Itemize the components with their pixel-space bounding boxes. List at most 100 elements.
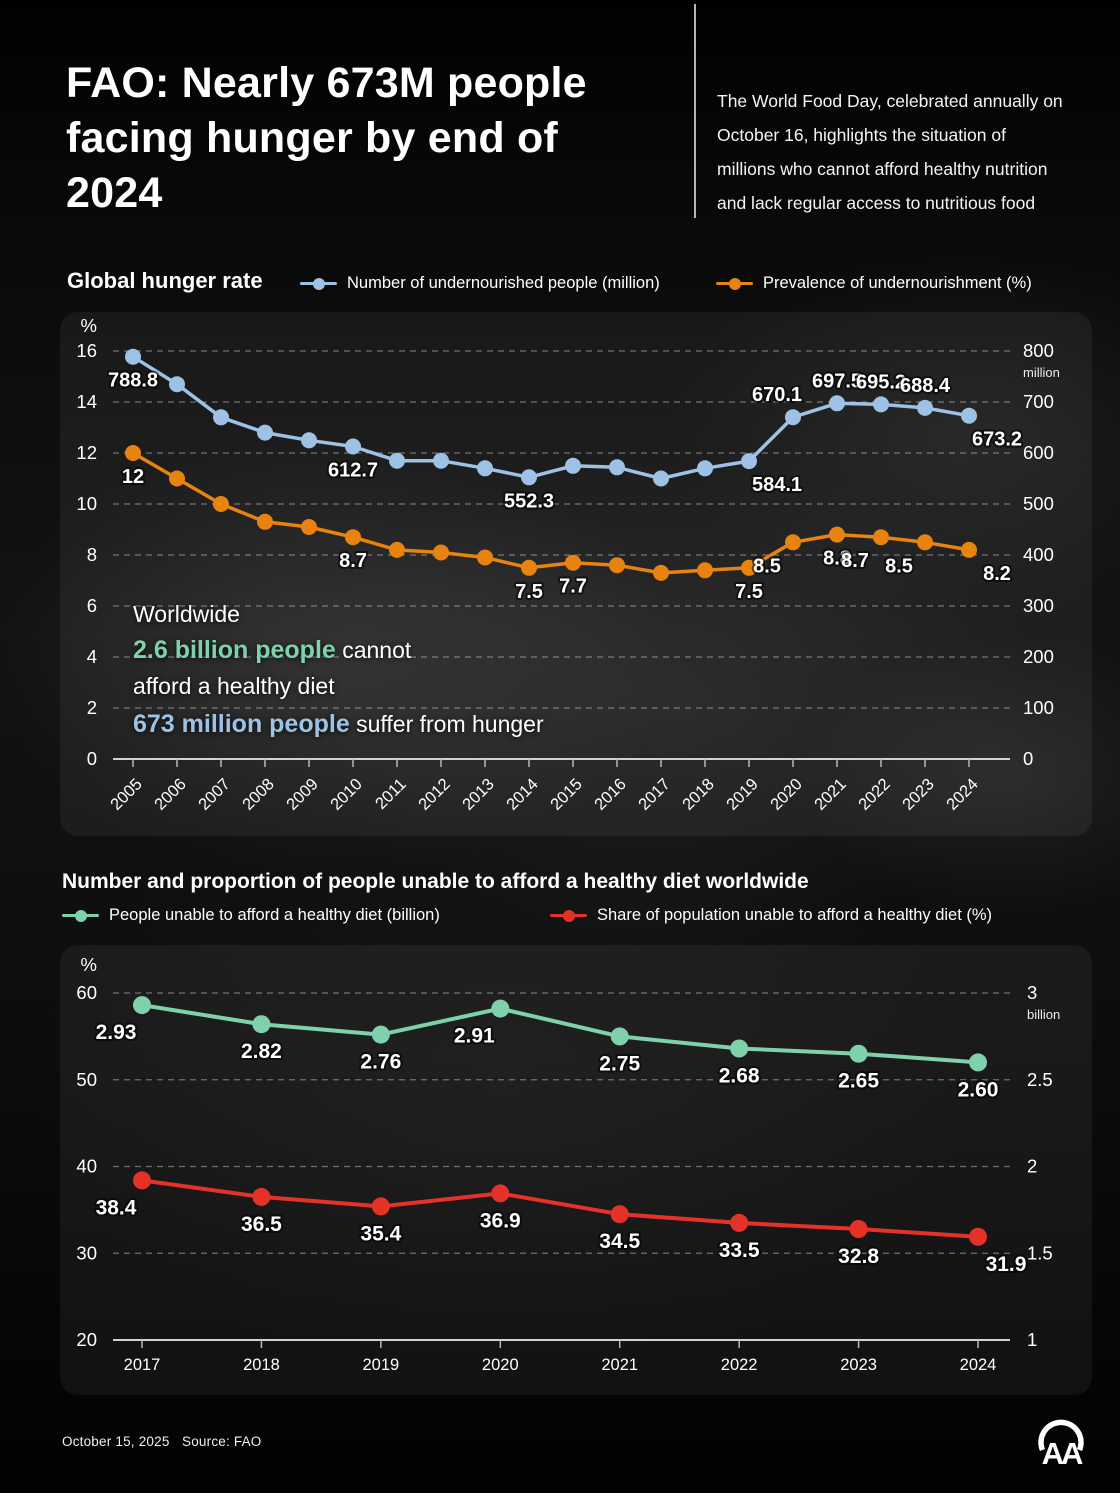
prevalence-undernourishment-point [301,519,317,535]
prevalence-undernourishment-value-label: 7.5 [735,581,763,603]
undernourished-people-value-label: 673.2 [972,429,1022,451]
prevalence-undernourishment-value-label: 7.5 [515,581,543,603]
x-axis-label: 2009 [283,775,322,814]
prevalence-undernourishment-value-label: 8.7 [841,550,869,572]
right-axis-label: 3 [1027,982,1037,1003]
undernourished-people-point [433,452,449,469]
prevalence-undernourishment-value-label: 12 [122,466,144,488]
undernourished-people-point [125,348,141,365]
share-population-unable-point [133,1171,151,1190]
prevalence-undernourishment-point [345,529,361,546]
right-axis-label: 1 [1027,1329,1037,1350]
people-unable-afford-diet-point [371,1025,390,1044]
global-hunger-rate-plot: 2005 2006 2007 2008 2009 2010 2011 2012 2013 2014… [76,315,1059,814]
x-axis-label: 2014 [503,775,542,814]
legend-label: Number of undernourished people (million… [347,274,660,292]
annotation-highlight-blue: 673 million people [133,710,350,738]
undernourished-people-value-label: 670.1 [752,384,802,406]
undernourished-people-point [301,432,317,449]
annotation-highlight-green: 2.6 billion people [133,636,336,664]
prevalence-undernourishment-point [697,562,713,579]
left-axis-label: 10 [76,493,97,514]
undernourished-people-point [785,409,801,426]
undernourished-people-point [345,438,361,455]
undernourished-people-point [257,424,273,441]
prevalence-undernourishment-point [961,541,977,558]
left-axis-label: 16 [76,340,97,361]
footer-date: October 15, 2025 [62,1434,170,1449]
legend-share-population-unable: Share of population unable to afford a h… [550,906,992,925]
annotation-line-4-rest: suffer from hunger [349,711,544,737]
share-population-unable-point [730,1213,749,1232]
prevalence-undernourishment-value-label: 8.5 [753,555,781,577]
x-axis-label: 2006 [151,775,190,814]
undernourished-people-value-label: 584.1 [752,474,802,496]
share-population-unable-value-label: 35.4 [360,1222,401,1245]
people-unable-afford-diet-value-label: 2.65 [838,1070,879,1093]
right-axis-label: 2.5 [1027,1069,1053,1090]
share-population-unable-value-label: 36.9 [480,1209,521,1232]
chart2-title: Number and proportion of people unable t… [62,870,809,893]
x-axis-label: 2011 [372,775,410,813]
people-unable-afford-diet-value-label: 2.60 [958,1078,999,1101]
share-population-unable-value-label: 38.4 [96,1196,137,1219]
x-axis-label: 2020 [482,1356,519,1374]
undernourished-people-value-label: 695.2 [856,371,906,393]
undernourished-people-point [961,407,977,424]
right-axis-label: 300 [1023,595,1054,616]
x-axis-label: 2013 [459,775,498,814]
x-axis-label: 2015 [547,775,586,814]
prevalence-undernourishment-value-label: 8.5 [885,555,913,577]
x-axis-label: 2018 [243,1356,280,1374]
annotation-line-4: 673 million people suffer from hunger [133,706,544,742]
right-axis-label: 100 [1023,697,1054,718]
x-axis-label: 2019 [363,1356,400,1374]
x-axis-label: 2018 [679,775,718,814]
prevalence-undernourishment-point [565,554,581,571]
people-unable-afford-diet-value-label: 2.76 [360,1051,401,1074]
green-line-legend-marker-icon [62,909,99,922]
share-population-unable-value-label: 34.5 [599,1230,640,1253]
right-axis-unit: billion [1027,1007,1060,1022]
undernourished-people-value-label: 688.4 [900,375,951,397]
people-unable-afford-diet-point [969,1053,988,1072]
undernourished-people-value-label: 788.8 [108,370,158,392]
x-axis-label: 2016 [591,775,630,814]
x-axis-label: 2008 [239,775,278,814]
x-axis-label: 2005 [107,775,146,814]
undernourished-people-point [169,376,185,393]
anadolu-agency-aa-logo-icon: AA [1038,1419,1086,1470]
x-axis-label: 2021 [601,1356,638,1374]
prevalence-undernourishment-point [917,534,933,551]
share-population-unable-line [140,1178,981,1239]
left-axis-label: 0 [87,748,97,769]
right-axis-label: 200 [1023,646,1054,667]
page-subtitle: The World Food Day, celebrated annually … [717,91,1063,213]
undernourished-people-value-label: 612.7 [328,460,378,482]
annotation-line-1: Worldwide [133,601,240,627]
left-axis-label: 50 [76,1069,97,1090]
left-axis-label: 8 [87,544,97,565]
legend-label: Share of population unable to afford a h… [597,906,993,924]
prevalence-undernourishment-point [829,526,845,543]
people-unable-afford-diet-point [849,1044,868,1063]
prevalence-undernourishment-point [433,544,449,561]
undernourished-people-point [213,409,229,426]
x-axis-label: 2019 [723,775,762,814]
blue-line-legend-marker-icon [300,277,337,290]
left-axis-label: 60 [76,982,97,1003]
prevalence-undernourishment-point [169,470,185,487]
prevalence-undernourishment-point [213,496,229,512]
share-population-unable-value-label: 36.5 [241,1213,282,1236]
prevalence-undernourishment-point [389,541,405,558]
undernourished-people-value-label: 552.3 [504,490,554,512]
undernourished-people-point [389,452,405,469]
healthy-diet-plot: 2017 2018 2019 2020 2021 2022 2023 2024%6050403… [76,954,1060,1374]
undernourished-people-point [917,399,933,416]
x-axis-label: 2022 [721,1356,758,1374]
undernourished-people-point [653,470,669,487]
legend-label: People unable to afford a healthy diet (… [109,906,440,924]
right-axis-label: 800 [1023,340,1054,361]
undernourished-people-point [565,457,581,474]
global-hunger-rate-chart: 2005 2006 2007 2008 2009 2010 2011 2012 2013 2014… [60,312,1092,836]
